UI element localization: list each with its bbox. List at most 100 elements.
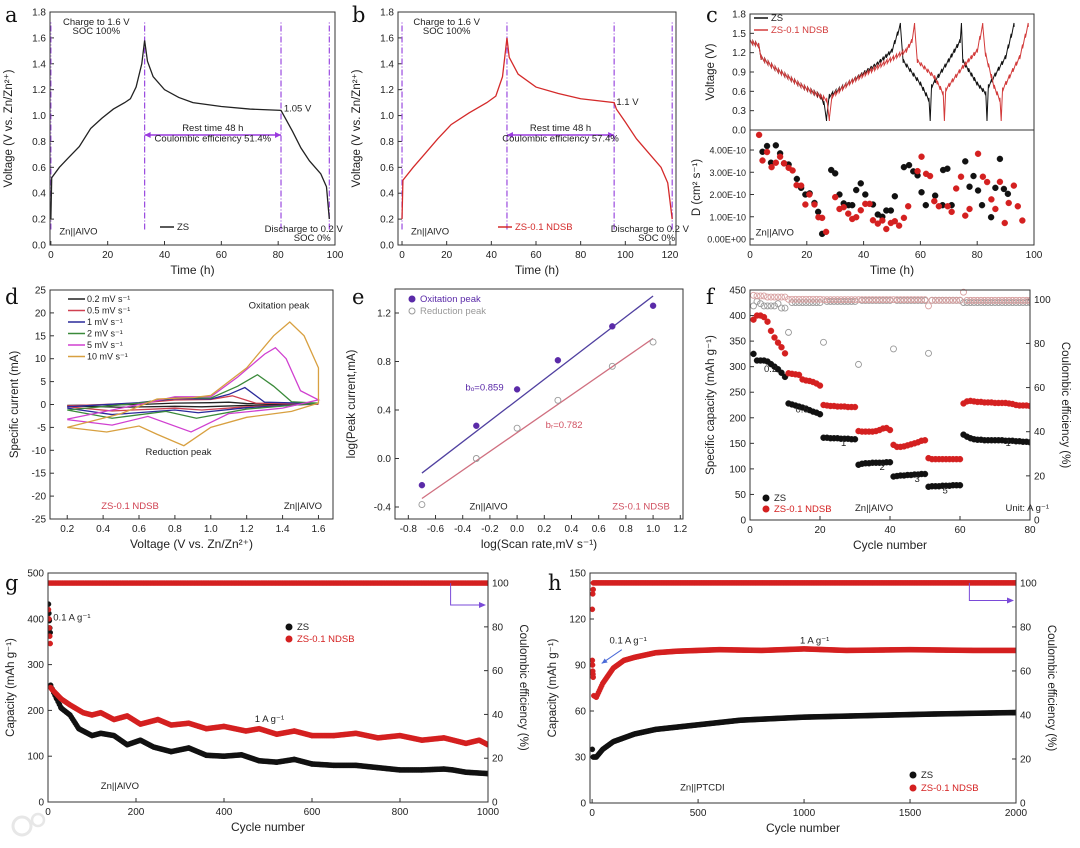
y2-tick-label: 100 [1034, 295, 1051, 306]
zs-point [987, 213, 995, 221]
zs-0-1-ndsb-point [48, 616, 52, 622]
reduction-peak-point [554, 396, 562, 404]
zs-0-1-ndsb-point [918, 153, 925, 160]
zs-0-1-ndsb-point [974, 150, 982, 158]
y-tick-label: -25 [32, 515, 47, 526]
legend-item-zs-0-1-ndsb: ZS-0.1 NDSB [498, 222, 573, 233]
y-tick-label: 0.0 [32, 241, 46, 252]
zs-0-1-ndsb-ce-point [848, 296, 855, 304]
zs-ce-point [981, 299, 988, 307]
annotation: 1 [1006, 438, 1011, 449]
x-tick-label: 40 [486, 250, 498, 261]
zs-0-1-ndsb-ce-point [865, 296, 873, 304]
y2-tick-label: 60 [492, 666, 504, 677]
zs-0-1-ndsb-point [895, 222, 903, 229]
oxitation-peak-point [649, 302, 657, 309]
annotation: 3 [915, 474, 920, 485]
y-tick-label: 0 [40, 400, 46, 411]
panel-label-d: d [5, 285, 18, 309]
x-tick-label: 1500 [899, 808, 922, 819]
series-zs [50, 40, 330, 220]
zs-0-1-ndsb-ce-point [1016, 296, 1023, 304]
zs-0-1-ndsb-ce-point [1019, 296, 1027, 304]
zs-0-1-ndsb-ce-point [907, 296, 915, 304]
zs-0-1-ndsb-ce-point [921, 296, 929, 304]
y-tick-label: 500 [27, 569, 44, 580]
zs-0-1-ndsb-point [845, 210, 852, 217]
x-tick-label: 100 [617, 250, 634, 261]
zs-0-1-ndsb-point [883, 225, 890, 233]
zs-point [849, 201, 856, 209]
y2-tick-label: 0 [1034, 516, 1040, 527]
x-axis-label: Time (h) [515, 263, 559, 277]
x-tick-label: 0.4 [96, 524, 110, 535]
y-axis-label: Specific capacity (mAh g⁻¹) [705, 335, 717, 475]
zs-0-1-ndsb-ce-point [900, 296, 908, 304]
zs-0-1-ndsb-point [48, 640, 53, 647]
x-tick-label: 20 [814, 525, 826, 536]
x-tick-label: 0.0 [510, 524, 524, 535]
zs-0-1-ndsb-ce-point [932, 296, 939, 304]
zs-0-1-ndsb-ce-point [953, 296, 960, 304]
legend-label: ZS [774, 493, 786, 504]
zs-point [962, 158, 969, 165]
x-tick-label: 100 [1026, 250, 1043, 261]
zs-ce-point [771, 302, 778, 310]
zs-ce-point [781, 304, 789, 312]
zs-ce-point [837, 298, 845, 305]
zs-ce-point [960, 299, 967, 307]
watermark-logo-mark [11, 815, 33, 837]
zs-point [978, 201, 986, 209]
zs-ce-point [1009, 299, 1016, 307]
zs-0-1-ndsb-ce-point [991, 296, 999, 304]
annotation: 0.2 [764, 364, 777, 375]
y-tick-label: 1.2 [377, 309, 391, 320]
zs-0-1-ndsb-ce-point [830, 296, 838, 304]
zs-0-1-ndsb-point [869, 217, 877, 224]
y-tick-label: 0 [38, 798, 44, 809]
annotation: bₒ=0.859 [465, 383, 503, 394]
x-tick-label: 0 [747, 250, 753, 261]
y-tick-label: 4.00E-10 [709, 146, 746, 156]
legend-item-zs: ZS [754, 13, 783, 24]
y-tick-label: 0.00E+00 [707, 234, 746, 244]
y-tick-label: 300 [729, 362, 746, 373]
panel-g: 0 200 400 600 800 100001002003004005000204060… [5, 569, 529, 835]
annotation: 5 [943, 485, 948, 496]
x-tick-label: 0.2 [537, 524, 551, 535]
y2-tick-label: 20 [1034, 471, 1046, 482]
y-tick-label: 1.5 [732, 29, 746, 40]
arrow-head-icon [479, 601, 486, 608]
zs-ce-point [1012, 299, 1020, 307]
zs-0-1-ndsb-ce-point [1009, 296, 1016, 304]
y-tick-label: 30 [575, 753, 587, 764]
y-tick-label: 10 [35, 354, 47, 365]
zs-ce-point [995, 299, 1002, 307]
y-axis-label: Capacity (mAh g⁻¹) [547, 638, 559, 737]
x-tick-label: 1000 [793, 808, 816, 819]
series-layer [590, 580, 1016, 760]
x-tick-label: 1000 [477, 807, 500, 818]
panel-d: 0.2 0.4 0.6 0.8 1.0 1.2 1.4 1.6 -25 -20 -15 -10 -5 0 5… [9, 286, 334, 551]
zs-0-1-ndsb-point [590, 674, 596, 681]
y2-tick-label: 0 [1020, 799, 1026, 810]
y-tick-label: -5 [37, 423, 46, 434]
annotation: Unit: A g⁻¹ [1006, 503, 1050, 514]
y-tick-label: 0.8 [380, 137, 394, 148]
annotation: Discharge to 0.2 V [611, 224, 690, 235]
legend-label: ZS-0.1 NDSB [297, 634, 355, 645]
series-zs-0-1-ndsb [750, 22, 1029, 122]
legend-label: 0.5 mV s⁻¹ [87, 306, 130, 316]
annotation: SOC 100% [423, 26, 471, 37]
y2-tick-label: 100 [1020, 578, 1037, 589]
zs-0-1-ndsb-point [988, 196, 995, 203]
zs-0-1-ndsb-point [992, 205, 999, 213]
zs-0-1-ndsb-ce-point [970, 296, 978, 304]
x-tick-label: 80 [273, 250, 285, 261]
ce-point [590, 586, 596, 593]
y2-tick-label: 80 [1020, 622, 1032, 633]
x-tick-label: -0.2 [481, 524, 499, 535]
legend-label: 10 mV s⁻¹ [87, 352, 128, 362]
series-layer [50, 40, 330, 220]
y-tick-label: 1.6 [32, 33, 46, 44]
